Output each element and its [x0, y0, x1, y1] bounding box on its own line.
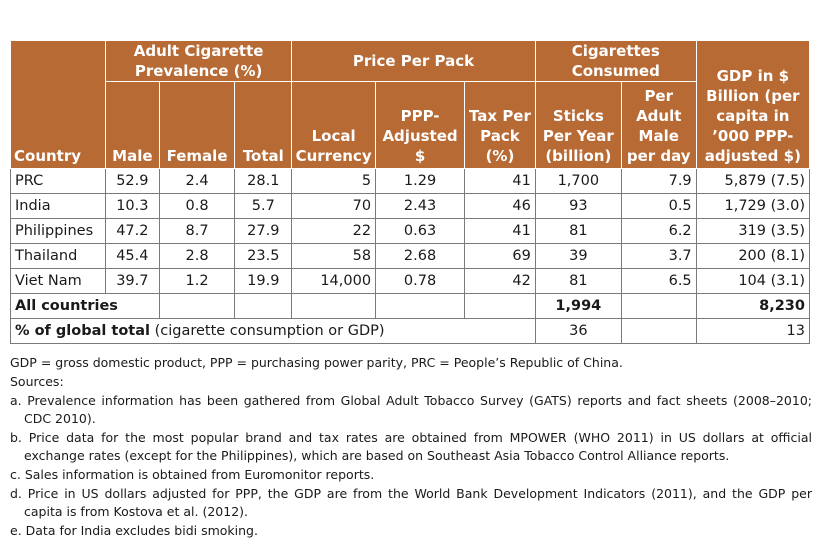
cell-country: Thailand [9, 243, 107, 269]
cell-ppp: 0.63 [375, 218, 466, 244]
empty-cell [158, 293, 236, 319]
cell-male: 45.4 [105, 243, 160, 269]
cell-total: 5.7 [234, 193, 293, 219]
header-ppp-adjusted: PPP-Adjusted $ [375, 81, 466, 169]
cell-total: 27.9 [234, 218, 293, 244]
empty-cell [620, 318, 697, 344]
table-row: PRC 52.9 2.4 28.1 5 1.29 41 1,700 7.9 5,… [9, 168, 811, 194]
table-row: Viet Nam 39.7 1.2 19.9 14,000 0.78 42 81… [9, 268, 811, 294]
all-countries-row: All countries 1,994 8,230 [10, 293, 811, 319]
cell-ppp: 2.68 [375, 243, 466, 269]
cell-tax: 69 [464, 243, 536, 269]
global-total-label-bold: % of global total [15, 323, 150, 339]
global-total-sticks: 36 [534, 318, 622, 344]
cell-total: 19.9 [234, 268, 293, 294]
source-note-a: a. Prevalence information has been gathe… [10, 393, 812, 426]
sources-label: Sources: [10, 374, 64, 389]
empty-cell [291, 293, 377, 319]
cell-female: 2.8 [158, 243, 236, 269]
table-notes: GDP = gross domestic product, PPP = purc… [10, 354, 812, 541]
cell-female: 8.7 [158, 218, 236, 244]
header-total: Total [234, 81, 293, 169]
cell-female: 1.2 [158, 268, 236, 294]
source-note-b: b. Price data for the most popular brand… [10, 430, 812, 463]
header-male: Male [105, 81, 160, 169]
cell-sticks: 81 [534, 218, 622, 244]
cell-sticks: 93 [534, 193, 622, 219]
cell-per-male: 6.2 [620, 218, 697, 244]
table-row: Thailand 45.4 2.8 23.5 58 2.68 69 39 3.7… [9, 243, 811, 269]
header-consumed-group: Cigarettes Consumed [534, 40, 697, 82]
header-female: Female [158, 81, 236, 169]
cell-per-male: 0.5 [620, 193, 697, 219]
cell-gdp: 5,879 (7.5) [695, 168, 811, 194]
header-prevalence-group: Adult Cigarette Prevalence (%) [105, 40, 293, 82]
cell-gdp: 1,729 (3.0) [695, 193, 811, 219]
empty-cell [375, 293, 466, 319]
header-gdp: GDP in $ Billion (per capita in ’000 PPP… [695, 40, 811, 169]
header-sticks-per-year: Sticks Per Year (billion) [534, 81, 622, 169]
abbreviations-note: GDP = gross domestic product, PPP = purc… [10, 355, 623, 370]
source-note-c: c. Sales information is obtained from Eu… [10, 467, 375, 482]
header-tax-per-pack: Tax Per Pack (%) [464, 81, 536, 169]
empty-cell [620, 293, 697, 319]
all-countries-label: All countries [10, 293, 160, 319]
cell-tax: 41 [464, 218, 536, 244]
cell-male: 52.9 [105, 168, 160, 194]
all-countries-sticks: 1,994 [534, 293, 622, 319]
empty-cell [464, 293, 536, 319]
cell-per-male: 3.7 [620, 243, 697, 269]
empty-cell [234, 293, 293, 319]
cell-gdp: 104 (3.1) [695, 268, 811, 294]
cell-sticks: 1,700 [534, 168, 622, 194]
global-total-label: % of global total (cigarette consumption… [10, 318, 536, 344]
all-countries-gdp: 8,230 [695, 293, 811, 319]
cell-sticks: 39 [534, 243, 622, 269]
cell-ppp: 1.29 [375, 168, 466, 194]
cell-male: 39.7 [105, 268, 160, 294]
header-per-adult-male: Per Adult Male per day [620, 81, 697, 169]
cell-country: India [9, 193, 107, 219]
cell-tax: 46 [464, 193, 536, 219]
cell-country: Philippines [9, 218, 107, 244]
cell-female: 0.8 [158, 193, 236, 219]
cell-sticks: 81 [534, 268, 622, 294]
cell-local: 70 [291, 193, 377, 219]
cell-gdp: 200 (8.1) [695, 243, 811, 269]
cell-ppp: 0.78 [375, 268, 466, 294]
cell-local: 22 [291, 218, 377, 244]
cell-country: PRC [9, 168, 107, 194]
cell-tax: 41 [464, 168, 536, 194]
cell-country: Viet Nam [9, 268, 107, 294]
table-row: Philippines 47.2 8.7 27.9 22 0.63 41 81 … [9, 218, 811, 244]
cell-local: 14,000 [291, 268, 377, 294]
top-margin [0, 0, 820, 40]
cell-male: 47.2 [105, 218, 160, 244]
cell-per-male: 7.9 [620, 168, 697, 194]
global-total-label-rest: (cigarette consumption or GDP) [149, 323, 385, 339]
cell-tax: 42 [464, 268, 536, 294]
cell-per-male: 6.5 [620, 268, 697, 294]
tobacco-data-table: Country Adult Cigarette Prevalence (%) P… [9, 40, 811, 344]
cell-local: 58 [291, 243, 377, 269]
cell-ppp: 2.43 [375, 193, 466, 219]
cell-total: 28.1 [234, 168, 293, 194]
cell-gdp: 319 (3.5) [695, 218, 811, 244]
header-price-group: Price Per Pack [291, 40, 536, 82]
global-total-row: % of global total (cigarette consumption… [10, 318, 811, 344]
header-local-currency: Local Currency [291, 81, 377, 169]
source-note-d: d. Price in US dollars adjusted for PPP,… [10, 486, 812, 519]
cell-total: 23.5 [234, 243, 293, 269]
header-country: Country [9, 40, 107, 169]
source-note-e: e. Data for India excludes bidi smoking. [10, 523, 258, 538]
table-row: India 10.3 0.8 5.7 70 2.43 46 93 0.5 1,7… [9, 193, 811, 219]
global-total-gdp: 13 [695, 318, 811, 344]
cell-local: 5 [291, 168, 377, 194]
cell-female: 2.4 [158, 168, 236, 194]
cell-male: 10.3 [105, 193, 160, 219]
